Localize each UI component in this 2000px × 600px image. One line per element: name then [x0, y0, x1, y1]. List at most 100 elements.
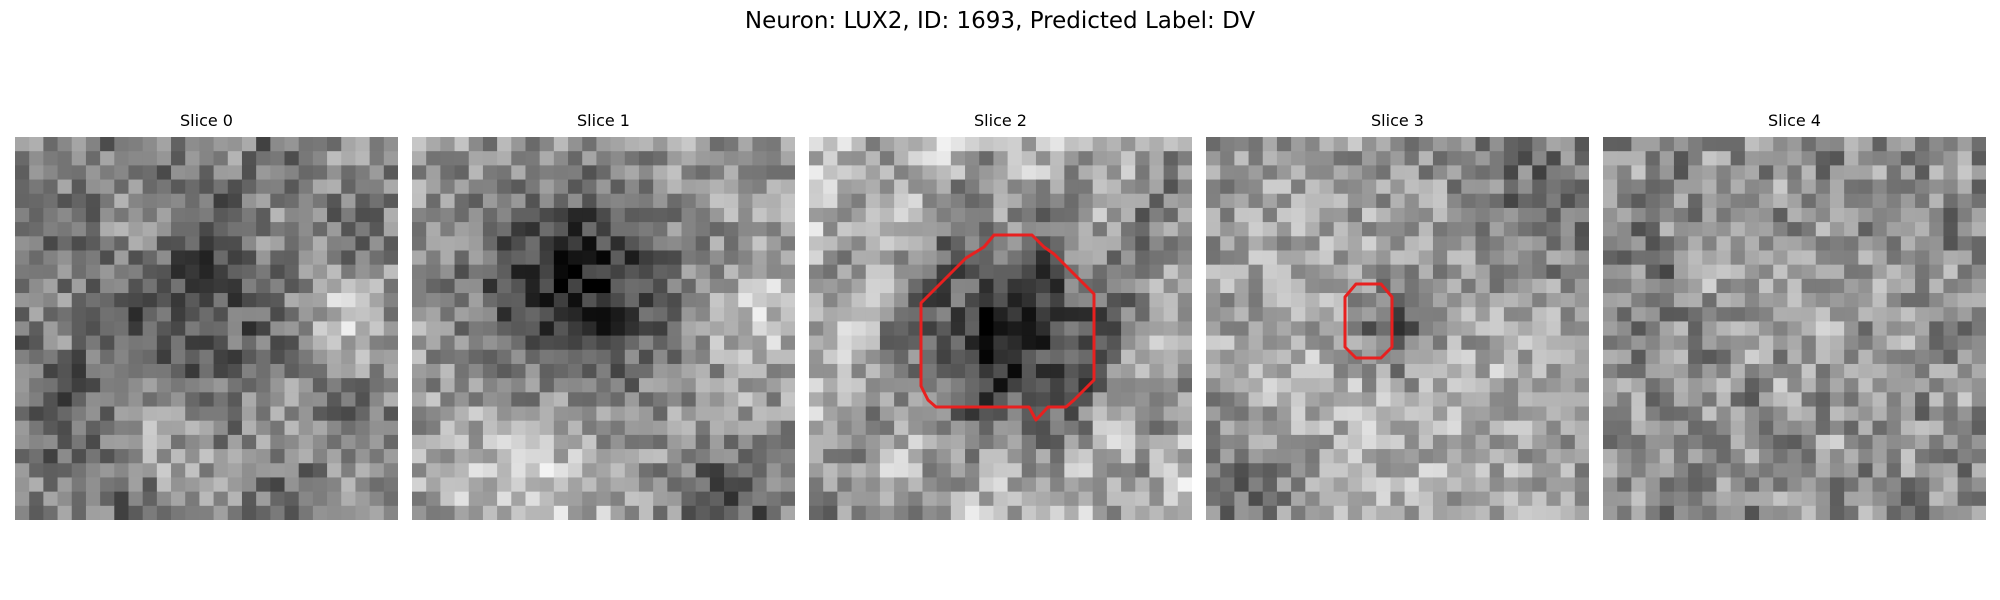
pixel	[1943, 250, 1958, 265]
pixel	[1121, 378, 1136, 393]
slice-panel-3: Slice 3	[1206, 110, 1589, 520]
pixel	[1064, 250, 1079, 265]
pixel	[1277, 279, 1292, 294]
pixel	[412, 378, 427, 393]
pixel	[1206, 364, 1221, 379]
pixel	[1249, 307, 1264, 322]
pixel	[540, 407, 555, 422]
pixel	[1206, 336, 1221, 351]
pixel	[837, 321, 852, 336]
pixel	[327, 151, 342, 166]
pixel	[1277, 151, 1292, 166]
pixel	[214, 421, 229, 436]
pixel	[951, 392, 966, 407]
pixel	[852, 279, 867, 294]
pixel	[100, 279, 115, 294]
pixel	[1972, 506, 1986, 520]
pixel	[1674, 378, 1689, 393]
pixel	[837, 236, 852, 251]
pixel	[1745, 378, 1760, 393]
slice-panel-4: Slice 4	[1603, 110, 1986, 520]
pixel	[1305, 180, 1320, 195]
pixel	[370, 265, 385, 280]
pixel	[1334, 463, 1349, 478]
pixel	[809, 293, 824, 308]
pixel	[1206, 208, 1221, 223]
pixel	[809, 407, 824, 422]
pixel	[1915, 180, 1930, 195]
pixel	[866, 194, 881, 209]
pixel	[1561, 407, 1576, 422]
pixel	[58, 293, 73, 308]
pixel	[327, 435, 342, 450]
pixel	[823, 194, 838, 209]
pixel	[724, 151, 739, 166]
pixel	[1660, 180, 1675, 195]
pixel	[1220, 421, 1235, 436]
pixel	[242, 336, 257, 351]
pixel	[1461, 236, 1476, 251]
pixel	[752, 392, 767, 407]
pixel	[455, 265, 470, 280]
pixel	[299, 137, 314, 152]
pixel	[1518, 350, 1533, 365]
pixel	[440, 307, 455, 322]
pixel	[1490, 180, 1505, 195]
pixel	[1532, 364, 1547, 379]
pixel	[1816, 208, 1831, 223]
pixel	[1972, 222, 1986, 237]
pixel	[1873, 378, 1888, 393]
pixel	[724, 449, 739, 464]
pixel	[724, 378, 739, 393]
pixel	[554, 293, 569, 308]
pixel	[1220, 137, 1235, 152]
pixel	[1688, 222, 1703, 237]
pixel	[937, 336, 952, 351]
pixel	[1575, 151, 1589, 166]
slice-title-1: Slice 1	[412, 110, 795, 132]
pixel	[384, 435, 398, 450]
pixel	[1319, 208, 1334, 223]
pixel	[511, 208, 526, 223]
pixel	[1901, 250, 1916, 265]
pixel	[1419, 506, 1434, 520]
pixel	[1802, 151, 1817, 166]
pixel	[809, 307, 824, 322]
pixel	[1532, 180, 1547, 195]
pixel	[72, 137, 87, 152]
pixel	[582, 378, 597, 393]
pixel	[58, 378, 73, 393]
pixel	[1064, 194, 1079, 209]
pixel	[171, 137, 186, 152]
pixel	[1802, 350, 1817, 365]
pixel	[554, 435, 569, 450]
pixel	[440, 449, 455, 464]
pixel	[1972, 307, 1986, 322]
pixel	[29, 151, 44, 166]
pixel	[1943, 194, 1958, 209]
pixel	[625, 350, 640, 365]
pixel	[1079, 165, 1094, 180]
pixel	[554, 250, 569, 265]
pixel	[1334, 378, 1349, 393]
pixel	[1405, 279, 1420, 294]
pixel	[710, 236, 725, 251]
pixel	[128, 364, 143, 379]
pixel	[313, 307, 328, 322]
pixel	[1107, 435, 1122, 450]
pixel	[781, 378, 795, 393]
pixel	[596, 279, 611, 294]
pixel	[29, 350, 44, 365]
pixel	[965, 435, 980, 450]
pixel	[483, 137, 498, 152]
pixel	[1433, 350, 1448, 365]
pixel	[993, 463, 1008, 478]
pixel	[1249, 492, 1264, 507]
pixel	[1476, 492, 1491, 507]
pixel	[1830, 492, 1845, 507]
pixel	[937, 392, 952, 407]
pixel	[171, 307, 186, 322]
pixel	[1390, 492, 1405, 507]
pixel	[1830, 307, 1845, 322]
pixel	[256, 321, 271, 336]
